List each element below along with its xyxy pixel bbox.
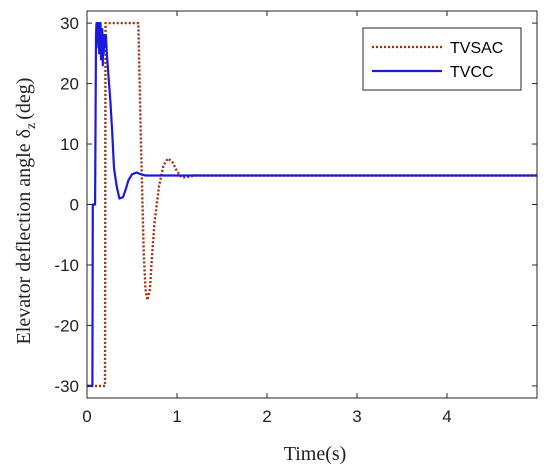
legend-box bbox=[362, 27, 522, 91]
legend-label-tvcc: TVCC bbox=[450, 64, 494, 81]
x-tick-label: 3 bbox=[352, 407, 361, 426]
axes: 0 1 2 3 4 -30 -20 -10 0 10 20 30 bbox=[54, 10, 538, 426]
y-axis-title: Elevator deflection angle δz (deg) bbox=[13, 78, 39, 345]
legend-label-tvsac: TVSAC bbox=[450, 40, 503, 57]
y-tick-label: -10 bbox=[54, 256, 79, 275]
series-line-tvsac bbox=[87, 21, 537, 388]
x-tick-label: 0 bbox=[82, 407, 91, 426]
y-tick-label: 20 bbox=[60, 75, 79, 94]
y-tick-label: 0 bbox=[70, 196, 79, 215]
x-tick-label: 1 bbox=[172, 407, 181, 426]
x-axis-title: Time(s) bbox=[284, 443, 347, 465]
y-tick-label: -20 bbox=[54, 316, 79, 335]
x-tick-label: 2 bbox=[262, 407, 271, 426]
plot-area bbox=[87, 21, 537, 388]
y-tick-label: 30 bbox=[60, 14, 79, 33]
y-tick-label: 10 bbox=[60, 135, 79, 154]
x-tick-label: 4 bbox=[442, 407, 451, 426]
legend: TVSAC TVCC bbox=[362, 27, 522, 91]
y-axis-title-main: Elevator deflection angle δ bbox=[13, 129, 35, 344]
y-axis-title-subscript: z bbox=[24, 123, 39, 129]
y-axis-title-unit: (deg) bbox=[13, 78, 35, 120]
series-line-tvcc bbox=[87, 22, 537, 387]
y-tick-label: -30 bbox=[54, 377, 79, 396]
